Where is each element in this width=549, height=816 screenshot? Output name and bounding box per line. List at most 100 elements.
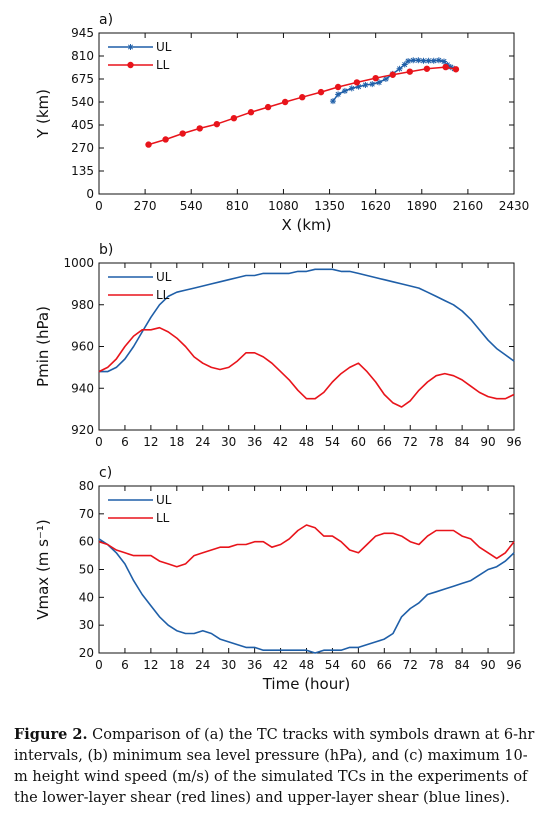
x-tick-label: 810 [226,199,249,213]
x-tick-label: 78 [429,658,444,672]
x-tick-label: 6 [121,658,129,672]
x-tick-label: 66 [377,435,392,449]
data-point-LL [247,109,255,116]
data-point-LL [230,114,238,122]
y-tick-label: 135 [71,164,94,178]
data-point-LL [389,71,396,78]
x-tick-label: 18 [169,435,184,449]
data-point-UL [410,57,417,64]
data-point-UL [430,57,437,64]
legend-label-UL: UL [156,40,172,54]
x-tick-label: 36 [247,435,262,449]
legend-label-LL: LL [156,58,170,72]
x-axis-label: X (km) [281,216,331,234]
data-point-UL [425,57,432,64]
data-point-LL [179,130,186,137]
x-tick-label: 42 [273,435,288,449]
data-point-UL [435,57,442,64]
y-tick-label: 20 [79,646,94,660]
caption-label: Figure 2. [14,726,88,743]
series-line-LL [98,524,515,568]
x-tick-label: 42 [273,658,288,672]
x-tick-label: 24 [195,658,210,672]
x-tick-label: 84 [454,435,469,449]
y-tick-label: 920 [71,423,94,437]
y-tick-label: 270 [71,141,94,155]
data-point-UL [341,87,348,94]
legend: UL LL [108,270,172,302]
y-tick-label: 405 [71,118,94,132]
data-point-LL [317,88,325,96]
data-point-UL [415,57,422,64]
y-axis-label: Pmin (hPa) [34,306,52,387]
x-tick-label: 48 [299,435,314,449]
y-tick-label: 980 [71,298,94,312]
x-tick-label: 540 [180,199,203,213]
panel-label: b) [99,242,113,258]
data-point-UL [440,58,447,65]
y-tick-label: 70 [79,507,94,521]
data-point-LL [353,79,361,86]
x-tick-label: 84 [454,658,469,672]
data-point-UL [420,57,427,64]
data-point-UL [369,81,376,88]
data-point-UL [382,76,389,82]
x-tick-label: 72 [403,658,418,672]
x-tick-label: 96 [506,658,521,672]
y-tick-label: 0 [86,187,94,201]
x-tick-label: 78 [429,435,444,449]
figure-caption: Figure 2. Comparison of (a) the TC track… [14,724,536,809]
legend: UL LL [108,493,172,525]
y-tick-label: 960 [71,340,94,354]
data-point-LL [372,74,379,82]
y-tick-label: 1000 [63,256,94,270]
data-point-LL [213,120,221,128]
x-tick-label: 1350 [314,199,345,213]
data-point-UL [355,83,362,90]
data-point-UL [405,58,412,65]
data-point-LL [406,68,414,75]
x-tick-label: 2160 [453,199,484,213]
caption-text: Comparison of (a) the TC tracks with sym… [14,727,535,806]
x-tick-label: 54 [325,658,340,672]
legend-marker-UL [127,44,134,50]
data-point-LL [452,66,460,73]
plot-frame [98,32,515,195]
x-tick-label: 60 [351,435,366,449]
x-tick-label: 96 [506,435,521,449]
legend-label-LL: LL [156,288,170,302]
x-tick-label: 90 [480,435,495,449]
chart-panel-2: b) 0 6 12 18 24 30 36 42 48 54 60 66 72 78 84 90 96 920 940… [34,242,522,449]
data-point-LL [162,136,169,143]
x-tick-label: 270 [134,199,157,213]
x-tick-label: 66 [377,658,392,672]
y-tick-label: 810 [71,49,94,63]
x-tick-label: 1080 [268,199,299,213]
x-tick-label: 2430 [499,199,530,213]
chart-panel-1: a) 0 270 540 810 1080 1350 1620 1890 2160 2430 0 135… [34,12,529,234]
data-point-LL [442,63,449,71]
legend-label-LL: LL [156,511,170,525]
y-tick-label: 940 [71,381,94,395]
y-tick-label: 945 [71,26,94,40]
data-point-UL [447,64,454,71]
x-tick-label: 6 [121,435,129,449]
series-line-LL [148,66,457,146]
x-tick-label: 1620 [360,199,391,213]
series-line-UL [99,268,515,373]
data-point-LL [196,125,203,132]
data-point-LL [145,141,152,148]
data-point-LL [264,103,272,111]
x-tick-label: 0 [95,658,103,672]
figure-svg: a)0 270 540 810 1080 1350 1620 1890 2160 24300135… [34,12,529,693]
data-point-UL [376,79,383,86]
y-tick-label: 80 [79,479,94,493]
x-tick-label: 12 [143,658,158,672]
x-tick-label: 30 [221,435,236,449]
x-tick-label: 72 [403,435,418,449]
data-point-UL [329,98,336,105]
y-tick-label: 30 [79,618,94,632]
data-point-LL [423,65,431,72]
x-tick-label: 18 [169,658,184,672]
series-line-UL [332,59,455,102]
